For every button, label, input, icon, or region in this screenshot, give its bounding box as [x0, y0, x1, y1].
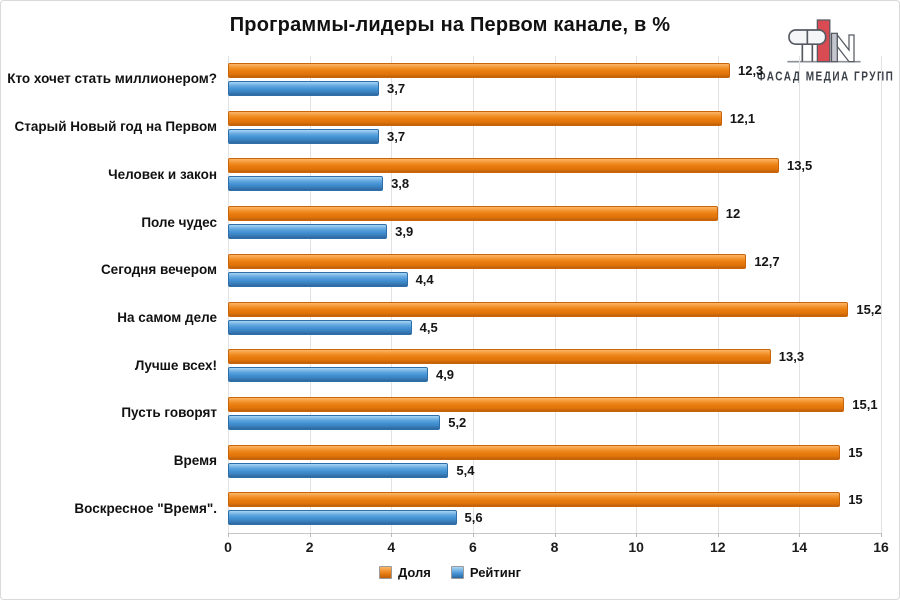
value-label: 4,9 [435, 367, 455, 383]
tick-mark [799, 533, 801, 537]
category-label: Старый Новый год на Первом [14, 119, 217, 135]
gridline [799, 56, 801, 533]
company-logo: ФАСАД МЕДИА ГРУПП [757, 15, 895, 85]
value-label: 15 [848, 444, 863, 460]
rating-bar [228, 81, 379, 96]
tick-mark [881, 533, 882, 537]
tick-mark [309, 533, 311, 537]
x-tick-label: 4 [387, 539, 396, 555]
category-axis: Кто хочет стать миллионером? Старый Новый… [7, 56, 217, 533]
rating-swatch-icon [450, 566, 464, 579]
x-tick-label: 2 [305, 539, 314, 555]
value-label: 12,3 [737, 63, 764, 78]
rating-bar [228, 224, 388, 240]
share-bar [228, 158, 779, 174]
share-bar [228, 492, 841, 508]
category-label: Время [173, 453, 217, 469]
gridline [881, 56, 882, 533]
legend-item-rating: Рейтинг [450, 565, 522, 580]
share-bar [228, 110, 722, 126]
tick-mark [636, 533, 638, 537]
value-label: 5,2 [448, 414, 467, 430]
rating-bar [228, 271, 408, 287]
value-label: 3,8 [391, 176, 410, 192]
x-tick-label: 6 [468, 539, 477, 555]
share-bar [228, 396, 845, 412]
x-tick-label: 14 [791, 539, 808, 555]
rating-bar [228, 128, 379, 144]
gridline [554, 56, 556, 533]
gridline [472, 56, 474, 533]
category-label: Человек и закон [108, 166, 217, 182]
tick-mark [472, 533, 474, 537]
share-bar [228, 301, 849, 317]
logo-icon [787, 19, 861, 63]
gridline [391, 56, 393, 533]
value-label: 4,5 [419, 319, 438, 335]
category-label: На самом деле [117, 309, 217, 325]
rating-bar [228, 176, 384, 192]
gridline [228, 56, 229, 533]
value-label: 3,7 [387, 81, 406, 96]
category-label: Лучше всех! [134, 357, 217, 373]
share-bar [228, 349, 771, 365]
gridline [636, 56, 638, 533]
x-tick-label: 16 [873, 539, 889, 555]
rating-bar [228, 367, 428, 383]
x-tick-label: 0 [224, 539, 232, 555]
share-bar [228, 444, 841, 460]
x-tick-label: 12 [709, 539, 726, 555]
value-label: 5,6 [464, 510, 483, 526]
tick-mark [554, 533, 556, 537]
legend-rating-label: Рейтинг [469, 565, 522, 580]
x-tick-label: 8 [550, 539, 559, 555]
value-label: 15,1 [852, 396, 878, 412]
rating-bar [228, 319, 412, 335]
tick-mark [228, 533, 229, 537]
category-label: Воскресное "Время". [74, 500, 217, 516]
rating-bar [228, 510, 457, 526]
share-bar [228, 63, 730, 78]
category-label: Поле чудес [141, 214, 217, 230]
value-label: 12 [725, 206, 741, 222]
value-label: 15,2 [856, 301, 882, 317]
chart-title: Программы-лидеры на Первом канале, в % [229, 14, 671, 36]
value-label: 12,7 [754, 253, 780, 269]
tick-mark [391, 533, 393, 537]
x-tick-label: 10 [628, 539, 644, 555]
share-swatch-icon [378, 566, 392, 579]
x-axis-labels: 0 2 4 6 8 10 12 14 16 [224, 539, 889, 557]
value-label: 4,4 [415, 271, 434, 287]
rating-bar [228, 462, 449, 478]
gridline [717, 56, 719, 533]
share-bar [228, 206, 718, 222]
value-label: 3,7 [387, 128, 406, 144]
value-label: 13,3 [778, 349, 805, 365]
gridline [309, 56, 311, 533]
legend-share-label: Доля [397, 565, 431, 580]
plot-area: 12,3 12,1 13,5 12 12,7 15,2 13,3 15,1 15 15 3,7 3,7… [228, 56, 882, 537]
share-bar [228, 253, 747, 269]
logo-text: ФАСАД МЕДИА ГРУПП [757, 70, 895, 85]
legend-item-share: Доля [378, 565, 431, 580]
legend: Доля Рейтинг [1, 565, 899, 580]
value-label: 5,4 [456, 462, 475, 478]
category-label: Сегодня вечером [100, 262, 217, 278]
value-label: 15 [848, 492, 863, 508]
value-label: 13,5 [786, 158, 813, 174]
rating-bar [228, 414, 441, 430]
value-label: 12,1 [729, 110, 756, 126]
category-label: Кто хочет стать миллионером? [7, 71, 217, 87]
category-label: Пусть говорят [121, 405, 217, 421]
tick-mark [717, 533, 719, 537]
value-label: 3,9 [395, 224, 414, 240]
